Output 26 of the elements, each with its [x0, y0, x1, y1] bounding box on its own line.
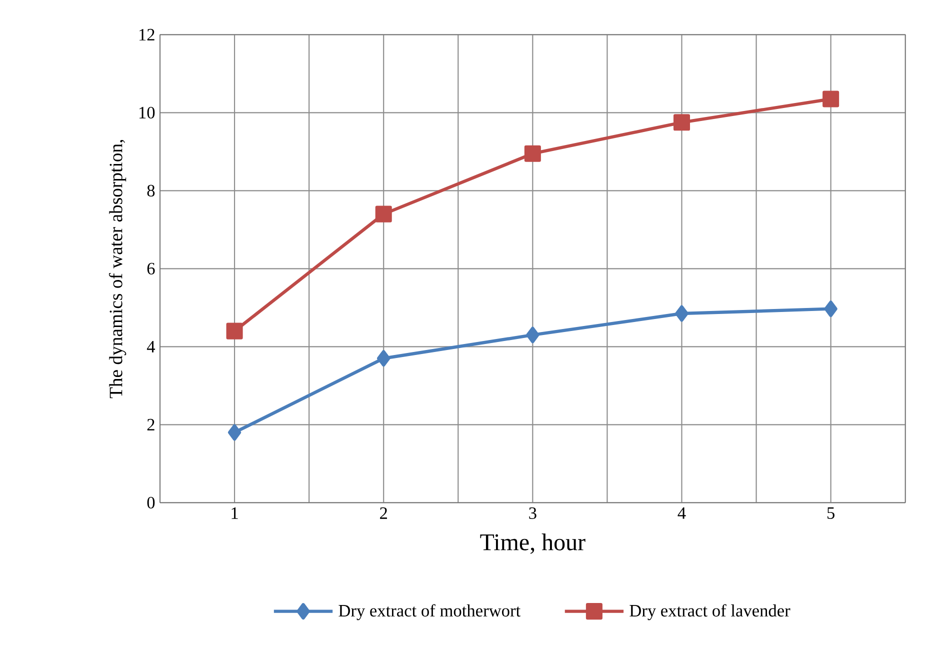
y-tick-label: 2	[147, 418, 154, 430]
point	[226, 322, 243, 340]
point	[228, 424, 242, 441]
x-tick-label: 1	[232, 507, 238, 519]
x-tick-label: 3	[529, 507, 536, 520]
x-tick-label: 5	[827, 507, 834, 519]
y-tick-label: 0	[147, 496, 155, 509]
point	[526, 326, 540, 344]
point	[673, 114, 690, 131]
point	[822, 90, 840, 108]
legend-label: Dry extract of motherwort	[338, 604, 520, 620]
point	[824, 300, 838, 318]
point	[377, 350, 390, 367]
y-axis-title: The dynamics of water absorption,	[108, 140, 126, 398]
legend-label: Dry extract of lavender	[630, 604, 790, 620]
x-tick-label: 2	[380, 507, 387, 519]
y-tick-label: 8	[147, 184, 155, 197]
x-axis-title: Time, hour	[480, 533, 586, 554]
point	[675, 305, 688, 322]
y-tick-label: 4	[146, 340, 156, 352]
y-tick-label: 10	[139, 106, 155, 119]
y-tick-label: 12	[139, 28, 154, 40]
x-tick-label: 4	[678, 507, 686, 519]
point	[524, 145, 541, 162]
point	[375, 206, 392, 222]
y-tick-label: 6	[147, 262, 155, 274]
